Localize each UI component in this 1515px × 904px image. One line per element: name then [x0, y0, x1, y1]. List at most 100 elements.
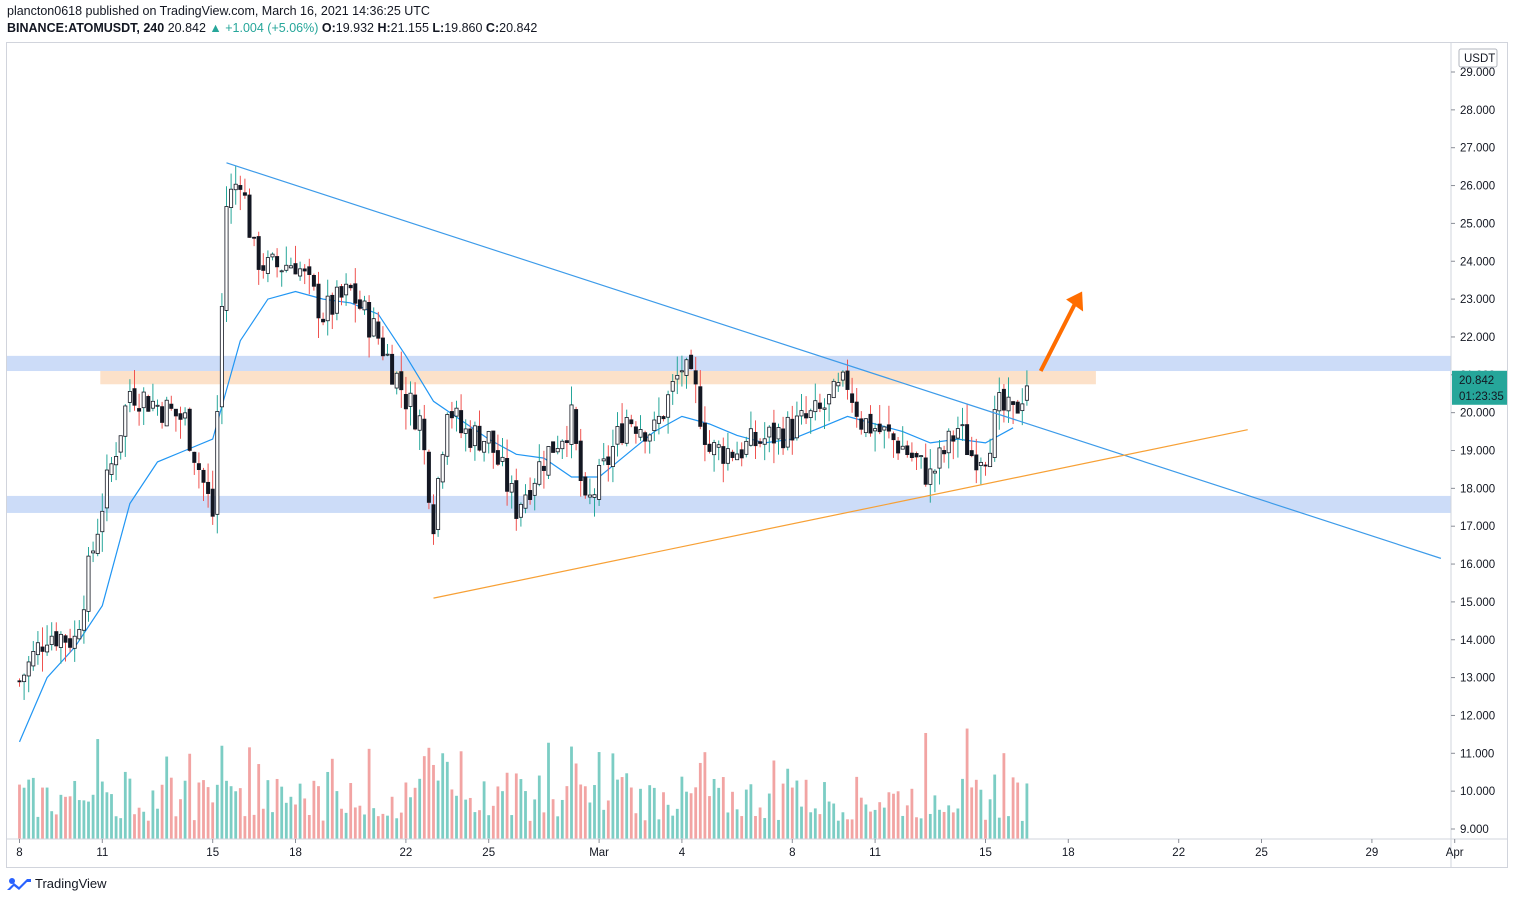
candle-body [698, 386, 703, 427]
volume-bar [882, 807, 886, 839]
volume-bar [560, 799, 564, 839]
volume-bar [629, 787, 633, 839]
volume-bar [151, 790, 155, 839]
volume-bar [363, 814, 366, 839]
volume-bar [261, 808, 265, 839]
candle-body [422, 418, 427, 451]
candle-body [284, 264, 289, 271]
candle-body [256, 236, 261, 270]
volume-bar [611, 753, 615, 839]
candle-body [293, 263, 298, 275]
volume-bar [873, 809, 877, 839]
volume-bar [1007, 816, 1010, 839]
volume-bar [73, 780, 77, 839]
candle-body [500, 456, 505, 462]
candle-body [413, 394, 418, 430]
candle-body [26, 661, 31, 677]
price-chart[interactable]: 29.000 28.000 27.000 26.000 25.000 24.000 23.0… [7, 43, 1507, 867]
candle-body [408, 392, 413, 407]
moving-average-line [18, 290, 1014, 743]
volume-bar [984, 819, 987, 839]
volume-bar [749, 784, 753, 839]
candle-body [808, 410, 813, 419]
time-tick-label: 15 [206, 847, 219, 859]
price-tick-label: 9.000 [1460, 824, 1489, 836]
volume-bar [1011, 777, 1015, 839]
volume-bar [717, 787, 721, 839]
volume-bar [275, 778, 279, 839]
volume-bar [41, 787, 44, 839]
candle-body [270, 253, 275, 258]
chart-pane[interactable]: 29.000 28.000 27.000 26.000 25.000 24.000 23.0… [6, 42, 1508, 868]
trendline-descending [226, 162, 1442, 559]
last-price-text: 20.842 [167, 21, 206, 35]
candle-body [367, 302, 372, 338]
candle-body [850, 393, 855, 403]
volume-bar [583, 786, 587, 839]
volume-bar [514, 773, 518, 839]
candle-body [794, 415, 799, 439]
volume-bar [183, 780, 187, 839]
time-tick-label: 4 [679, 847, 686, 859]
open-label: O: [321, 21, 336, 35]
candle-body [1001, 388, 1006, 411]
candle-body [316, 283, 321, 319]
low-value: 19.860 [444, 21, 483, 35]
symbol-name[interactable]: BINANCE:ATOMUSDT, 240 [7, 21, 165, 35]
candle-body [551, 441, 556, 453]
volume-bar [901, 815, 905, 839]
price-tick-label: 20.000 [1460, 408, 1495, 420]
volume-bar [905, 805, 909, 839]
candle-body [242, 192, 247, 196]
volume-bar [459, 751, 463, 839]
tradingview-logo[interactable]: TradingView [7, 876, 107, 891]
candle-body [247, 194, 252, 238]
candle-body [845, 370, 850, 390]
volume-bar [1020, 820, 1024, 839]
candle-body [307, 266, 312, 275]
candle-body [988, 452, 993, 468]
volume-bar [179, 799, 182, 839]
high-value: 21.155 [390, 21, 429, 35]
candle-body [344, 283, 349, 296]
volume-bar [432, 764, 435, 839]
volume-bar [928, 813, 932, 839]
candle-body [725, 448, 730, 464]
volume-bar [887, 792, 891, 839]
volume-bar [491, 805, 495, 839]
candle-body [891, 433, 896, 441]
volume-bar [418, 778, 422, 839]
volume-bar [804, 779, 808, 839]
volume-bar [579, 784, 583, 839]
candle-body [49, 635, 54, 646]
volume-bar [790, 787, 794, 839]
candle-body [127, 391, 132, 403]
volume-bar [712, 778, 716, 839]
volume-bar [321, 820, 325, 839]
volume-bar [556, 816, 560, 839]
candle-body [183, 412, 188, 419]
volume-bar [1002, 753, 1006, 839]
candle-body [100, 510, 105, 533]
candle-body [776, 427, 781, 440]
candle-body [357, 299, 362, 309]
volume-bar [933, 795, 937, 839]
volume-bar [119, 818, 123, 839]
volume-bar [620, 777, 624, 839]
candle-body [334, 286, 339, 314]
time-tick-label: 22 [400, 847, 413, 859]
volume-bar [105, 792, 109, 839]
candle-body [385, 353, 390, 356]
candle-body [302, 268, 307, 272]
volume-bar [169, 777, 173, 839]
time-tick-label: 29 [1366, 847, 1379, 859]
candle-body [781, 428, 786, 449]
time-tick-label: 18 [289, 847, 302, 859]
candle-body [376, 321, 381, 339]
candle-body [592, 494, 597, 498]
candle-body [744, 440, 749, 455]
candle-body [491, 430, 496, 453]
volume-bar [68, 796, 72, 839]
candle-body [905, 445, 910, 455]
candle-body [587, 494, 592, 498]
